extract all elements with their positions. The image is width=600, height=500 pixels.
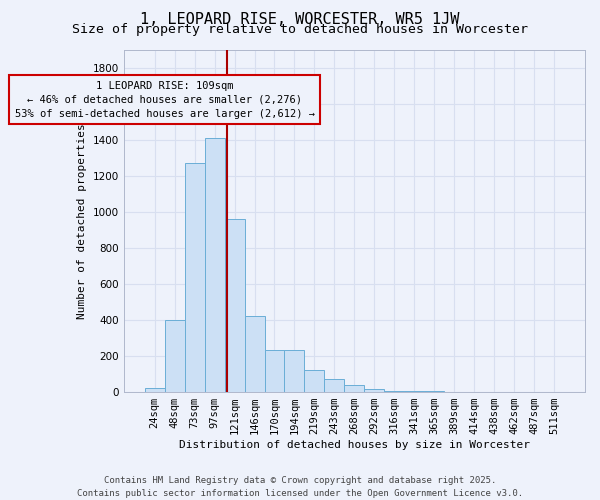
- Bar: [325, 380, 344, 392]
- Bar: [205, 138, 224, 392]
- Bar: [364, 390, 385, 392]
- Text: Size of property relative to detached houses in Worcester: Size of property relative to detached ho…: [72, 22, 528, 36]
- Bar: [304, 370, 325, 392]
- Text: 1 LEOPARD RISE: 109sqm
← 46% of detached houses are smaller (2,276)
53% of semi-: 1 LEOPARD RISE: 109sqm ← 46% of detached…: [14, 80, 314, 118]
- Bar: [344, 385, 364, 392]
- Bar: [245, 316, 265, 392]
- X-axis label: Distribution of detached houses by size in Worcester: Distribution of detached houses by size …: [179, 440, 530, 450]
- Bar: [385, 390, 404, 392]
- Bar: [265, 350, 284, 392]
- Text: 1, LEOPARD RISE, WORCESTER, WR5 1JW: 1, LEOPARD RISE, WORCESTER, WR5 1JW: [140, 12, 460, 28]
- Bar: [185, 164, 205, 392]
- Y-axis label: Number of detached properties: Number of detached properties: [77, 123, 87, 319]
- Bar: [164, 320, 185, 392]
- Bar: [404, 391, 424, 392]
- Text: Contains HM Land Registry data © Crown copyright and database right 2025.
Contai: Contains HM Land Registry data © Crown c…: [77, 476, 523, 498]
- Bar: [145, 388, 164, 392]
- Bar: [424, 391, 444, 392]
- Bar: [224, 219, 245, 392]
- Bar: [284, 350, 304, 392]
